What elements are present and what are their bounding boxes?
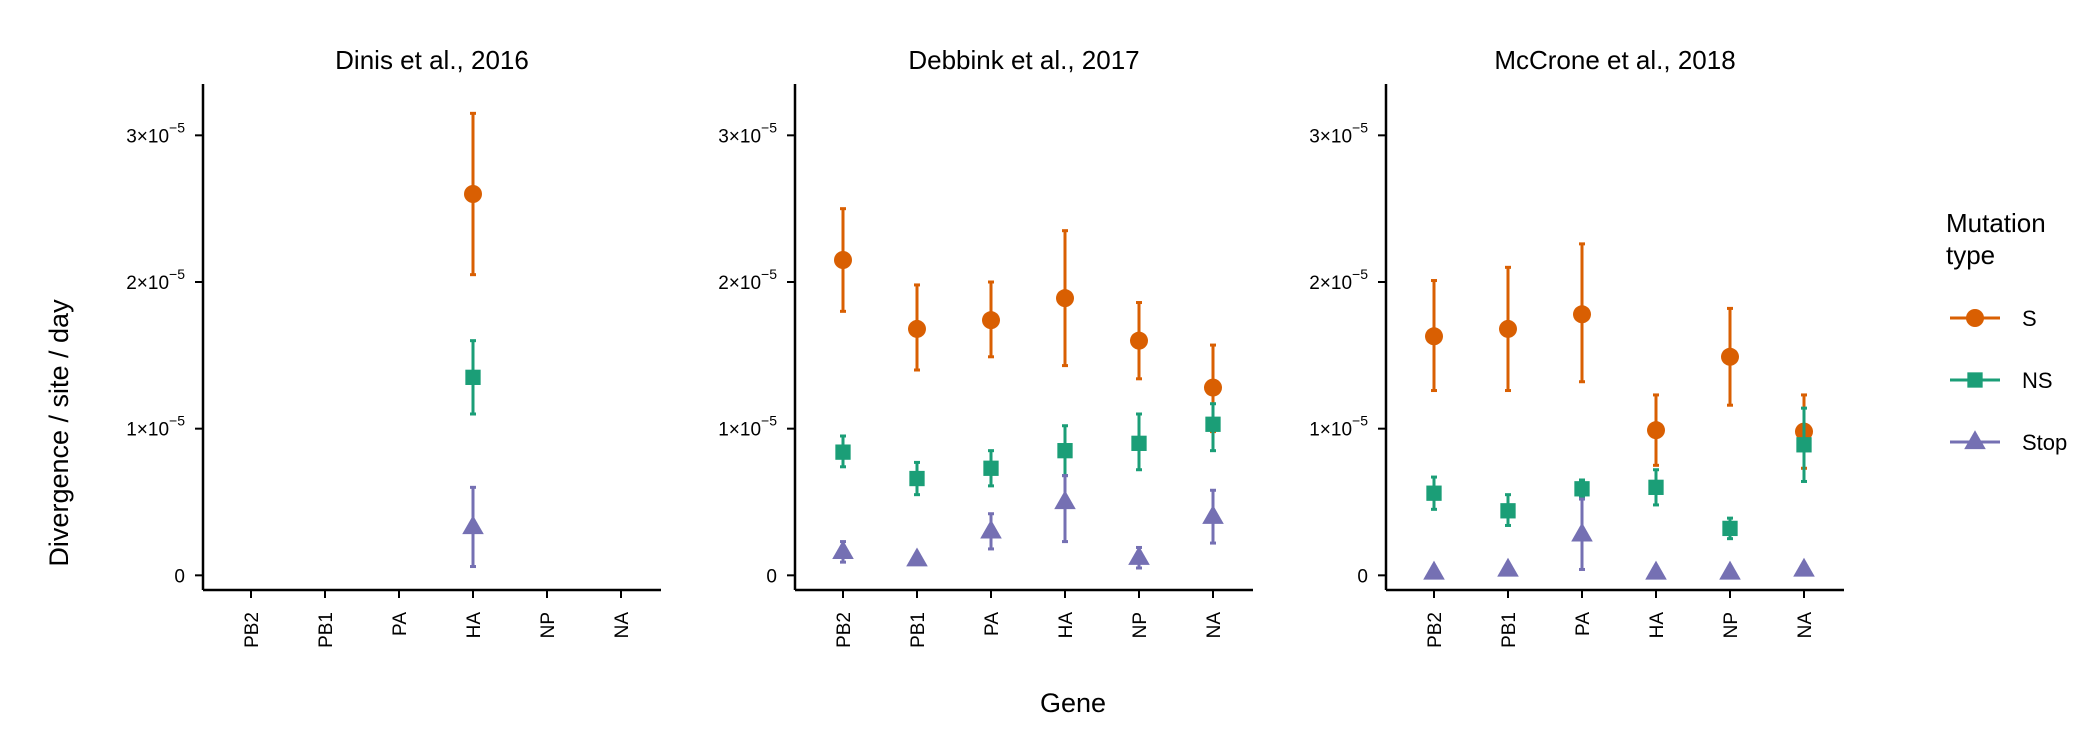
point-stop [1793,557,1815,577]
panel-2: Debbink et al., 2017 0 1×10−5 2×10−5 3×10−5 P… [718,45,1253,648]
point-s [1425,327,1443,346]
x-tick-label: PB1 [1499,612,1520,648]
x-tick-label: NA [612,612,633,639]
x-tick-label: HA [1647,612,1668,639]
legend-title-line1: Mutation [1946,208,2046,238]
point-ns [835,444,851,460]
panel-title: Dinis et al., 2016 [335,45,529,75]
point-s [908,319,926,338]
legend-entry: NS [1950,368,2053,393]
x-tick-label: PA [1573,612,1594,636]
point-ns [1205,416,1221,432]
legend-title-line2: type [1946,240,1995,270]
x-tick-label: NP [538,612,559,638]
x-tick-label: PB2 [834,612,855,648]
point-stop [980,519,1002,539]
x-tick-label: PB2 [242,612,263,648]
x-tick-label: PB2 [1425,612,1446,648]
legend: Mutation type S NS Stop [1946,208,2067,455]
point-ns [465,369,481,385]
chart-panels: Dinis et al., 2016 0 1×10−5 2×10−5 3×10−5 PB2… [126,45,1844,648]
point-stop [1202,504,1224,524]
x-tick-label: PA [390,612,411,636]
x-axis-label: Gene [1040,688,1106,718]
point-s [1573,305,1591,324]
point-ns [909,470,925,487]
y-tick-label: 1×10−5 [718,413,777,441]
point-stop [462,515,484,535]
point-ns [983,460,999,476]
y-axis-label: Divergence / site / day [44,299,74,567]
legend-entry: Stop [1950,430,2067,455]
point-ns [1426,485,1442,501]
legend-entries: S NS Stop [1950,306,2067,455]
point-stop [906,547,928,567]
point-stop [1497,557,1519,577]
x-tick-label: NA [1204,612,1225,639]
panel-3: McCrone et al., 2018 0 1×10−5 2×10−5 3×10−5 P… [1309,45,1844,648]
point-s [464,185,482,203]
point-stop [1128,546,1150,565]
y-tick-label: 2×10−5 [1309,266,1368,294]
point-stop [832,540,854,560]
point-stop [1571,522,1593,542]
x-tick-label: NP [1130,612,1151,638]
x-tick-label: PA [982,612,1003,636]
x-tick-label: HA [464,612,485,639]
point-ns [1722,520,1738,537]
legend-label: NS [2022,368,2053,393]
point-s [1204,378,1222,397]
y-tick-label: 2×10−5 [718,266,777,294]
point-s [834,251,852,269]
legend-label: Stop [2022,430,2067,455]
panel-title: McCrone et al., 2018 [1494,45,1735,75]
y-tick-label: 0 [174,566,185,587]
legend-marker-s [1966,309,1984,327]
point-ns [1057,443,1073,459]
y-tick-label: 3×10−5 [126,119,185,147]
legend-marker-stop [1964,430,1986,450]
legend-label: S [2022,306,2037,331]
panel-1: Dinis et al., 2016 0 1×10−5 2×10−5 3×10−5 PB2… [126,45,661,648]
point-s [1056,289,1074,308]
point-ns [1500,503,1516,519]
point-ns [1574,481,1590,497]
point-stop [1645,560,1667,580]
point-s [982,311,1000,330]
y-tick-label: 1×10−5 [126,413,185,441]
point-ns [1648,479,1664,495]
legend-marker-ns [1967,372,1983,388]
y-tick-label: 3×10−5 [718,119,777,147]
point-s [1499,319,1517,338]
panel-title: Debbink et al., 2017 [908,45,1139,75]
x-tick-label: NA [1795,612,1816,639]
y-tick-label: 2×10−5 [126,266,185,294]
y-tick-label: 0 [766,566,777,587]
legend-entry: S [1950,306,2037,331]
point-s [1130,331,1148,350]
point-s [1721,347,1739,366]
x-tick-label: PB1 [316,612,337,648]
x-tick-label: NP [1721,612,1742,638]
y-tick-label: 0 [1357,566,1368,587]
point-ns [1796,437,1812,453]
point-stop [1719,560,1741,580]
point-s [1647,421,1665,440]
point-stop [1423,560,1445,580]
point-stop [1054,490,1076,510]
y-tick-label: 3×10−5 [1309,119,1368,147]
x-tick-label: HA [1056,612,1077,639]
x-tick-label: PB1 [908,612,929,648]
point-ns [1131,435,1147,451]
y-tick-label: 1×10−5 [1309,413,1368,441]
